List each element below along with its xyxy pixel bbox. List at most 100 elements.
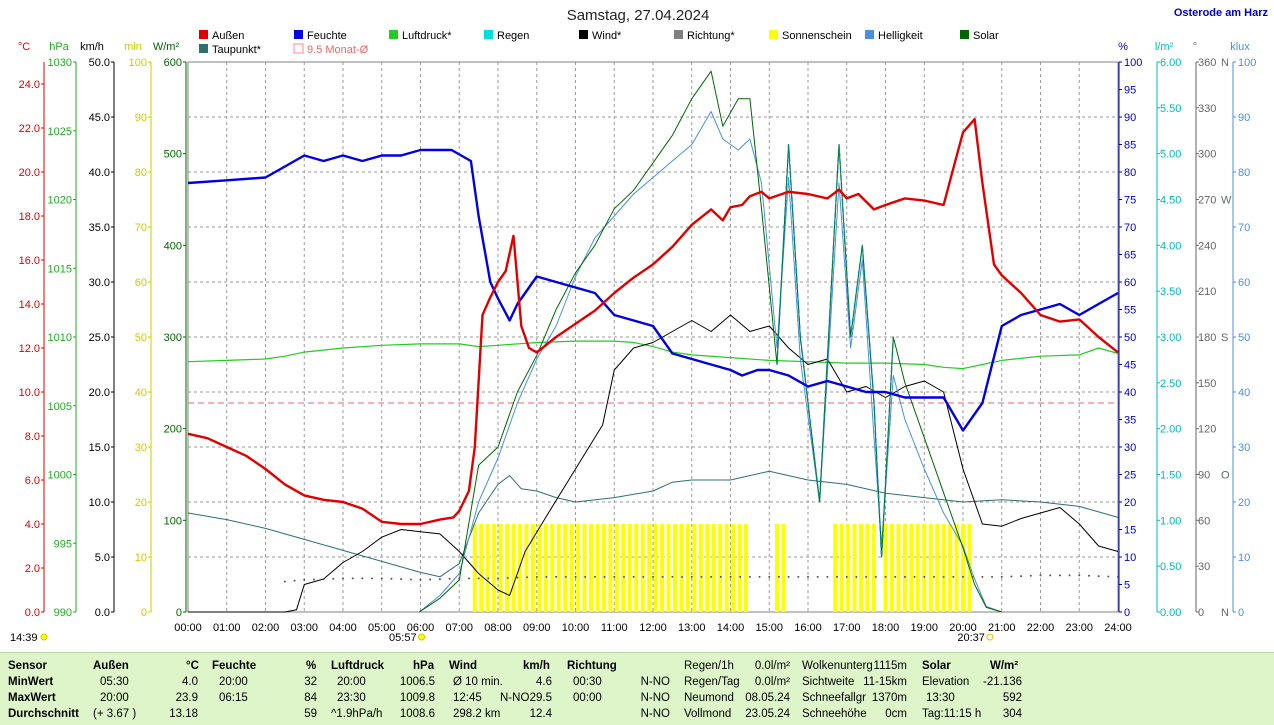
sunshine-bar	[472, 524, 477, 612]
stats-avg-wind-val: 12.4	[529, 708, 552, 720]
series-line-wind	[188, 314, 1119, 613]
stats-max-richtung-time: 00:00	[573, 692, 602, 704]
direction-dot	[400, 578, 403, 581]
klux-axis-tick-label: 50	[1238, 332, 1250, 344]
direction-dot	[971, 575, 974, 578]
dir-letter: W	[1221, 195, 1232, 207]
time-label: 16:00	[794, 622, 822, 634]
sunshine-bar	[948, 524, 953, 612]
sunshine-bar	[679, 524, 684, 612]
series-line-helligkeit	[418, 111, 1002, 613]
direction-dot	[1107, 575, 1110, 578]
stats-wind-header: Wind	[449, 660, 477, 672]
time-label: 23:00	[1065, 622, 1093, 634]
sunshine-bar	[846, 524, 851, 612]
temp-axis-tick-label: 20.0	[19, 167, 40, 179]
stats-cloud-label: Sichtweite	[802, 676, 855, 688]
klux-axis-tick-label: 30	[1238, 442, 1250, 454]
dir-axis-tick-label: 0	[1198, 607, 1204, 619]
lm2-axis-tick-label: 1.00	[1160, 515, 1181, 527]
time-label: 10:00	[562, 622, 590, 634]
time-label: 17:00	[833, 622, 861, 634]
temp-axis-tick-label: 8.0	[25, 431, 40, 443]
dir-axis-tick-label: 210	[1198, 286, 1216, 298]
kmh-axis-tick-label: 35.0	[89, 222, 110, 234]
klux-axis-tick-label: 10	[1238, 552, 1250, 564]
stats-min-wind-val: 4.6	[536, 676, 552, 688]
min-axis-tick-label: 50	[135, 332, 147, 344]
sunshine-bar	[576, 524, 581, 612]
stats-aussen-unit: °C	[186, 660, 199, 672]
hpa-axis-tick-label: 1030	[48, 57, 72, 69]
sunshine-bar	[705, 524, 710, 612]
lm2-axis-tick-label: 3.50	[1160, 286, 1181, 298]
sunshine-bar	[537, 524, 542, 612]
direction-dot	[303, 578, 306, 581]
kmh-axis-tick-label: 40.0	[89, 167, 110, 179]
series-line-feuchte	[187, 148, 1119, 432]
direction-dot	[836, 575, 839, 578]
direction-dot	[1058, 574, 1061, 577]
direction-dot	[991, 575, 994, 578]
stats-cloud-label: Schneefallgr	[802, 692, 866, 704]
min-axis-tick-label: 20	[135, 497, 147, 509]
hpa-axis-tick-label: 1000	[48, 470, 72, 482]
weather-chart: Samstag, 27.04.2024 Osterode am Harz Auß…	[10, 7, 1269, 644]
pct-axis-tick-label: 55	[1124, 305, 1136, 317]
stats-solar-unit: W/m²	[990, 660, 1019, 672]
direction-dot	[1000, 575, 1003, 578]
direction-dot	[613, 575, 616, 578]
direction-dot	[710, 575, 713, 578]
kmh-axis-tick-label: 0.0	[95, 607, 110, 619]
pct-axis-tick-label: 65	[1124, 250, 1136, 262]
sunshine-bar	[498, 524, 503, 612]
legend-swatch	[293, 43, 304, 54]
sunshine-bar	[731, 524, 736, 612]
pct-axis-tick-label: 15	[1124, 525, 1136, 537]
series-line-regen	[776, 144, 894, 558]
lm2-axis-tick-label: 2.00	[1160, 424, 1181, 436]
unit-label: %	[1118, 41, 1128, 53]
lm2-axis-tick-label: 4.00	[1160, 240, 1181, 252]
stats-min-luftdruck-time: 20:00	[337, 676, 366, 688]
plot-area	[187, 61, 1119, 613]
statistics-panel: Sensor Außen °C Feuchte % Luftdruck hPa …	[0, 652, 1274, 725]
stats-avg-label: Durchschnitt	[8, 708, 79, 720]
unit-label: km/h	[80, 41, 104, 53]
time-label: 09:00	[523, 622, 551, 634]
legend-label: Richtung*	[687, 30, 735, 42]
direction-dot	[380, 577, 383, 580]
sunshine-bar	[954, 524, 959, 612]
pct-axis-tick-label: 20	[1124, 497, 1136, 509]
direction-dot	[555, 575, 558, 578]
direction-dot	[342, 577, 344, 580]
direction-dot	[874, 575, 877, 578]
dir-axis-tick-label: 60	[1198, 515, 1210, 527]
direction-dot	[1039, 574, 1042, 577]
sunshine-bar	[858, 524, 863, 612]
sunshine-bar	[915, 524, 920, 612]
direction-dot	[409, 578, 412, 581]
time-label: 21:00	[988, 622, 1016, 634]
direction-dot	[322, 578, 325, 581]
stats-min-aussen-val: 4.0	[182, 676, 198, 688]
direction-dot	[913, 575, 916, 578]
kmh-axis-tick-label: 25.0	[89, 332, 110, 344]
klux-axis-tick-label: 80	[1238, 167, 1250, 179]
direction-dot	[826, 575, 829, 578]
stats-avg-feuchte-val: 59	[304, 708, 317, 720]
lm2-axis-tick-label: 1.50	[1160, 470, 1181, 482]
legend-swatch	[199, 30, 208, 39]
direction-dot	[652, 575, 654, 578]
direction-dot	[1049, 574, 1052, 577]
stats-rain-value: 0.0l/m²	[754, 676, 790, 688]
direction-dot	[332, 577, 335, 580]
sunshine-bar	[781, 524, 786, 612]
sunrise-label: 05:57	[389, 632, 417, 644]
series-line-auen	[187, 118, 1119, 526]
kmh-axis-tick-label: 10.0	[89, 497, 110, 509]
sunshine-bar	[653, 524, 658, 612]
sunshine-bar	[517, 524, 522, 612]
direction-dot	[312, 578, 315, 581]
direction-dot	[777, 575, 780, 578]
